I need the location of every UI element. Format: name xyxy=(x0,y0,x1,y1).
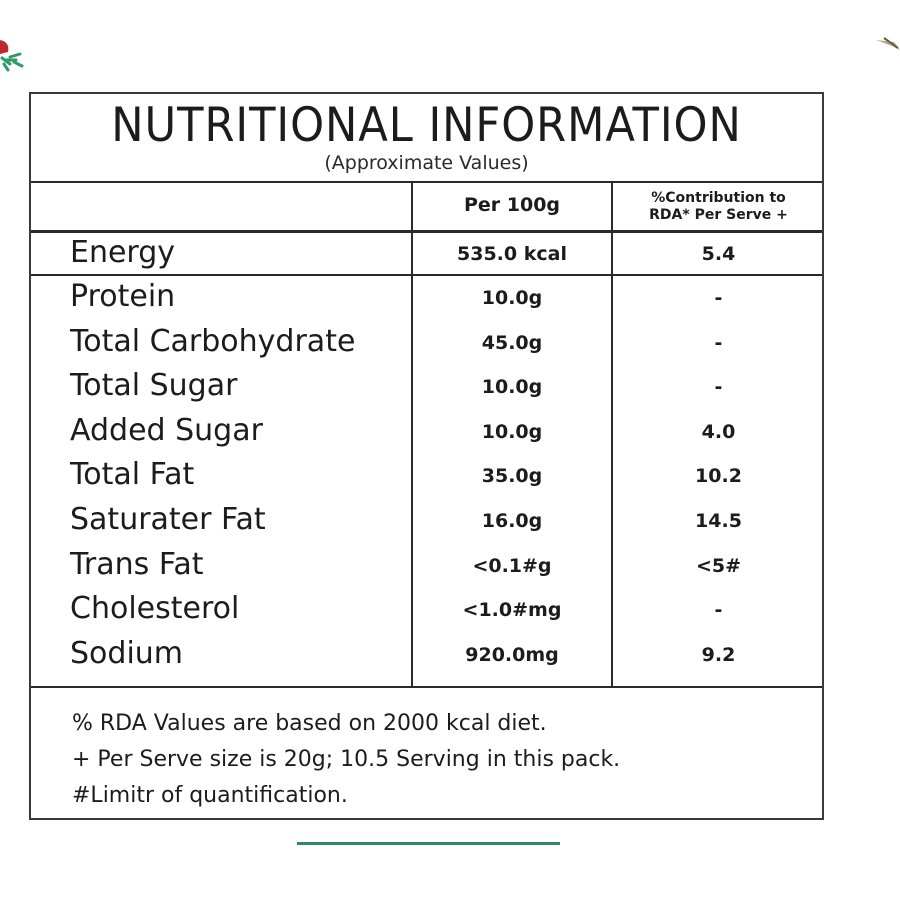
footnote-limit: #Limitr of quantification. xyxy=(72,783,348,808)
decorative-flower-icon xyxy=(0,40,24,72)
table-row: Total Fat 35.0g 10.2 xyxy=(31,453,822,497)
nutrient-per-100g: 535.0 kcal xyxy=(457,243,567,265)
table-row: Total Carbohydrate 45.0g - xyxy=(31,320,822,364)
nutrient-name: Protein xyxy=(70,279,176,314)
nutrient-rda: - xyxy=(714,332,723,354)
table-row: Total Sugar 10.0g - xyxy=(31,364,822,408)
column-header-rda: %Contribution to RDA* Per Serve + xyxy=(613,190,824,224)
panel-title: NUTRITIONAL INFORMATION xyxy=(111,98,742,153)
nutrient-name: Energy xyxy=(70,235,176,270)
nutrient-per-100g: 16.0g xyxy=(481,510,543,532)
nutrient-name: Total Fat xyxy=(70,457,195,492)
divider-under-energy xyxy=(31,274,822,276)
decorative-leaf-icon xyxy=(876,37,900,50)
nutrient-name: Total Sugar xyxy=(70,368,238,403)
column-divider-1 xyxy=(411,182,413,687)
footnotes: % RDA Values are based on 2000 kcal diet… xyxy=(72,706,620,814)
panel-subtitle: (Approximate Values) xyxy=(324,152,529,174)
nutrient-name: Sodium xyxy=(70,636,184,671)
nutrient-per-100g: 45.0g xyxy=(481,332,543,354)
accent-underline xyxy=(297,842,560,845)
nutrient-rda: 4.0 xyxy=(701,421,736,443)
table-row: Added Sugar 10.0g 4.0 xyxy=(31,409,822,453)
nutrient-rda: - xyxy=(714,599,723,621)
nutrient-per-100g: <0.1#g xyxy=(472,555,552,577)
nutrient-per-100g: <1.0#mg xyxy=(462,599,562,621)
divider-above-notes xyxy=(31,686,822,688)
nutrient-rda: 14.5 xyxy=(695,510,742,532)
column-divider-2 xyxy=(611,182,613,687)
title-area: NUTRITIONAL INFORMATION (Approximate Val… xyxy=(31,94,822,182)
divider-under-title xyxy=(31,181,822,183)
nutrient-rda: - xyxy=(714,287,723,309)
nutrient-per-100g: 10.0g xyxy=(481,287,543,309)
nutrient-rda: 9.2 xyxy=(701,644,736,666)
nutrient-name: Saturater Fat xyxy=(70,502,266,537)
footnote-serve-size: + Per Serve size is 20g; 10.5 Serving in… xyxy=(72,747,621,772)
table-row-energy: Energy 535.0 kcal 5.4 xyxy=(31,231,822,275)
nutrient-per-100g: 920.0mg xyxy=(465,644,559,666)
table-row: Trans Fat <0.1#g <5# xyxy=(31,543,822,587)
table-row: Saturater Fat 16.0g 14.5 xyxy=(31,498,822,542)
column-header-per-100g: Per 100g xyxy=(463,194,561,216)
nutrient-rda: 10.2 xyxy=(695,465,742,487)
table-row: Protein 10.0g - xyxy=(31,275,822,319)
nutrient-per-100g: 10.0g xyxy=(481,376,543,398)
nutrient-per-100g: 35.0g xyxy=(481,465,543,487)
table-row: Sodium 920.0mg 9.2 xyxy=(31,632,822,676)
nutrient-name: Total Carbohydrate xyxy=(70,324,356,359)
footnote-rda: % RDA Values are based on 2000 kcal diet… xyxy=(72,711,547,736)
nutrient-name: Trans Fat xyxy=(70,547,204,582)
nutrition-panel: NUTRITIONAL INFORMATION (Approximate Val… xyxy=(29,92,824,820)
nutrient-rda: <5# xyxy=(695,555,742,577)
nutrient-per-100g: 10.0g xyxy=(481,421,543,443)
divider-under-header xyxy=(31,230,822,233)
column-header-rda-line1: %Contribution to xyxy=(651,190,786,206)
nutrient-rda: - xyxy=(714,376,723,398)
nutrient-name: Cholesterol xyxy=(70,591,240,626)
nutrient-name: Added Sugar xyxy=(70,413,263,448)
nutrient-rda: 5.4 xyxy=(701,243,736,265)
table-row: Cholesterol <1.0#mg - xyxy=(31,587,822,631)
column-header-rda-line2: RDA* Per Serve + xyxy=(649,207,788,223)
